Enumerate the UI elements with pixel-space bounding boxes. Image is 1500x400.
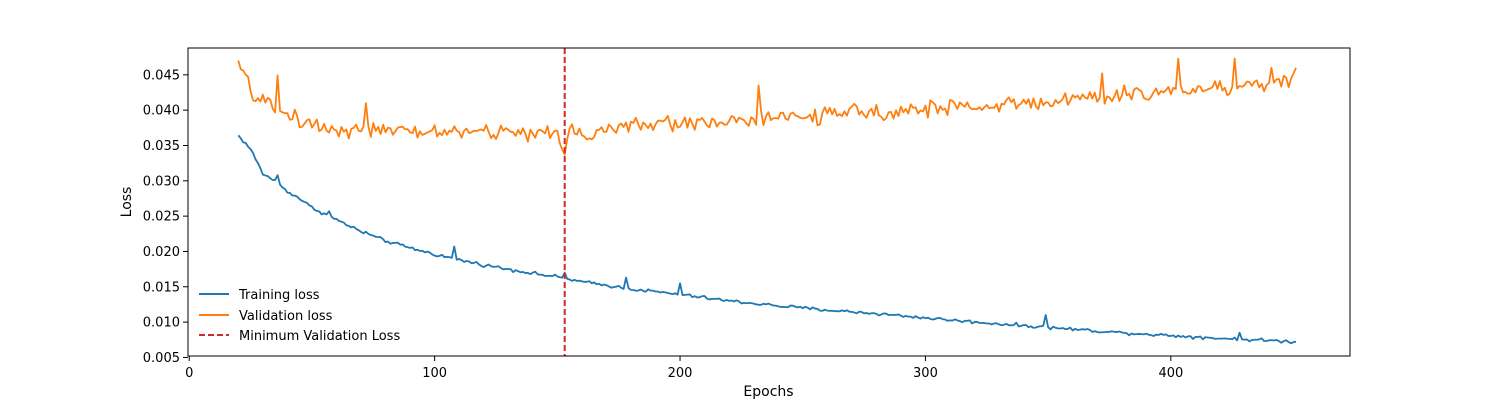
x-axis: 0 100 200 300 400 [185, 356, 1183, 381]
y-axis-label: Loss [119, 187, 135, 218]
y-tick-label-1: 0.010 [143, 316, 180, 331]
plot-frame [187, 47, 1351, 357]
series-line-training-loss [237, 134, 1297, 345]
y-tick-label-3: 0.020 [143, 245, 180, 260]
legend-label-validation-loss: Validation loss [239, 309, 333, 324]
x-tick-label-100: 100 [422, 366, 447, 381]
x-tick-label-400: 400 [1158, 366, 1183, 381]
y-tick-label-4: 0.025 [143, 210, 180, 225]
y-tick-label-5: 0.030 [143, 174, 180, 189]
legend-label-training-loss: Training loss [238, 288, 320, 303]
y-axis: 0.005 0.010 0.015 0.020 0.025 0.030 0.035 0.040… [143, 68, 188, 366]
x-axis-label: Epochs [743, 384, 793, 400]
y-tick-label-7: 0.040 [143, 104, 180, 119]
legend-label-minimum-validation-loss: Minimum Validation Loss [239, 329, 400, 344]
plot-area [187, 47, 1351, 357]
y-tick-label-0: 0.005 [143, 351, 180, 366]
y-tick-label-6: 0.035 [143, 139, 180, 154]
legend: Training loss Validation loss Minimum Va… [199, 288, 400, 344]
y-tick-label-2: 0.015 [143, 280, 180, 295]
x-tick-label-200: 200 [668, 366, 693, 381]
x-tick-label-0: 0 [185, 366, 193, 381]
x-tick-label-300: 300 [913, 366, 938, 381]
series-layer [237, 57, 1297, 345]
y-tick-label-8: 0.045 [143, 68, 180, 83]
series-line-validation-loss [237, 57, 1297, 156]
